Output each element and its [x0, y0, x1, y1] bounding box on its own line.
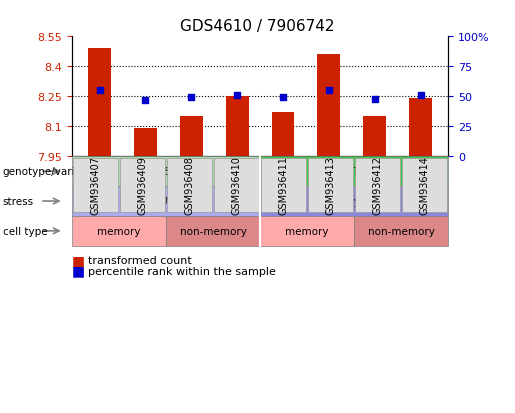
Bar [77, 37, 123, 157]
Text: non-memory: non-memory [368, 226, 435, 236]
Point [371, 96, 379, 103]
Text: UV: UV [159, 197, 174, 206]
Text: MD12/p53R2-RE: MD12/p53R2-RE [124, 167, 209, 177]
Text: non-memory: non-memory [180, 226, 247, 236]
Bar [317, 55, 340, 157]
Bar [123, 37, 168, 157]
Point [95, 88, 104, 95]
Text: GSM936411: GSM936411 [279, 155, 288, 214]
Bar [180, 117, 203, 157]
Text: GSM936407: GSM936407 [91, 155, 100, 214]
Text: GSM936409: GSM936409 [138, 155, 148, 214]
Bar [214, 37, 260, 157]
Bar [409, 99, 432, 157]
Text: MD10/TetOx2: MD10/TetOx2 [319, 167, 389, 177]
Text: GSM936412: GSM936412 [372, 155, 383, 214]
Point [187, 95, 195, 102]
Text: GSM936410: GSM936410 [232, 155, 242, 214]
Text: GDS4610 / 7906742: GDS4610 / 7906742 [180, 19, 335, 33]
Text: genotype/variation: genotype/variation [3, 167, 101, 177]
Bar [352, 37, 398, 157]
Point [233, 93, 241, 99]
Text: ■: ■ [72, 254, 85, 268]
Text: memory: memory [285, 226, 329, 236]
Bar [168, 37, 214, 157]
Bar [363, 117, 386, 157]
Bar [398, 37, 443, 157]
Bar [271, 113, 295, 157]
Text: percentile rank within the sample: percentile rank within the sample [88, 266, 276, 276]
Text: GSM936414: GSM936414 [420, 155, 430, 214]
Text: GSM936408: GSM936408 [184, 155, 195, 214]
Bar [226, 97, 249, 157]
Text: cell type: cell type [3, 226, 47, 236]
Text: GSM936413: GSM936413 [325, 155, 336, 214]
Text: doxycycline: doxycycline [323, 197, 385, 206]
Point [141, 97, 149, 104]
Text: ■: ■ [72, 264, 85, 278]
Bar [134, 129, 157, 157]
Text: transformed count: transformed count [88, 256, 191, 266]
Bar [306, 37, 352, 157]
Text: stress: stress [3, 197, 33, 206]
Bar [88, 49, 111, 157]
Text: memory: memory [97, 226, 141, 236]
Point [279, 95, 287, 102]
Bar [260, 37, 306, 157]
Point [325, 88, 333, 95]
Point [417, 93, 425, 99]
